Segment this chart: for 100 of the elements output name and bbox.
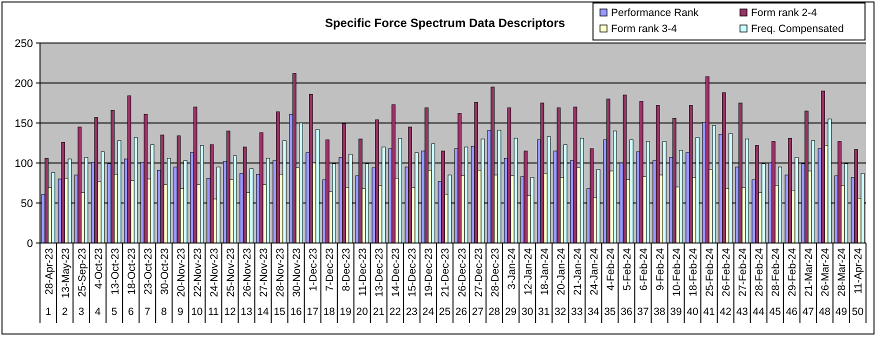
x-tick-label: 25-Feb-24: [704, 248, 716, 296]
text: 45: [769, 306, 782, 318]
x-tick-label: 13-May-23: [60, 248, 72, 298]
x-tick-label: 28-Dec-23: [489, 248, 502, 298]
y-tick-label: 50: [20, 198, 33, 210]
y-tick-label: 250: [14, 38, 33, 50]
text: 10: [191, 306, 203, 318]
text: 28: [488, 306, 500, 318]
text: 8: [160, 306, 167, 318]
x-tick-label: 5-Feb-24: [621, 248, 634, 291]
y-tick-label: 200: [14, 78, 33, 90]
x-tick-label: 6-Feb-24: [638, 248, 650, 291]
y-tick-label: 100: [14, 158, 33, 170]
text: 44: [752, 306, 765, 318]
text: 2: [62, 306, 68, 318]
text: 39: [670, 306, 682, 318]
x-tick-label: 25-Nov-23: [224, 248, 237, 298]
text: 24: [422, 306, 434, 318]
text: 17: [306, 306, 319, 318]
x-tick-label: 27-Feb-24: [737, 248, 750, 296]
x-tick-label: 26-Dec-23: [456, 248, 468, 298]
text: 12: [224, 306, 236, 318]
text: 19: [340, 306, 352, 318]
x-tick-label: 10-Feb-24: [671, 248, 684, 296]
text: 46: [786, 306, 798, 318]
x-tick-label: 27-Nov-23: [258, 248, 270, 298]
x-tick-label: 4-Oct-23: [92, 248, 105, 289]
text: 42: [720, 306, 732, 318]
text: 13: [240, 306, 252, 318]
x-tick-label: 13-Dec-23: [374, 248, 386, 298]
x-tick-label: 28-Feb-24: [770, 248, 782, 296]
x-tick-label: 7-Dec-23: [324, 248, 336, 292]
text: 5: [111, 306, 118, 318]
text: 11: [208, 306, 220, 318]
text: 43: [736, 306, 748, 318]
text: 47: [802, 306, 814, 318]
x-tick-label: 27-Dec-23: [472, 248, 485, 298]
x-tick-label: 30-Oct-23: [158, 248, 171, 295]
text: 21: [372, 306, 385, 318]
x-tick-label: 18-Oct-23: [126, 248, 138, 295]
text: 26: [455, 306, 468, 318]
x-tick-label: 21-Jan-24: [572, 248, 584, 296]
x-tick-label: 18-Jan-24: [538, 248, 551, 296]
text: 16: [290, 306, 302, 318]
x-tick-label: 9-Feb-24: [654, 248, 666, 291]
x-tick-label: 11-Dec-23: [357, 248, 370, 296]
x-tick-label: 28-Apr-23: [43, 248, 56, 295]
text: 20: [356, 306, 368, 318]
x-tick-label: 26-Nov-23: [242, 248, 254, 298]
text: 41: [703, 306, 716, 318]
legend-label: Form rank 3-4: [611, 23, 678, 36]
text: 31: [538, 306, 550, 318]
y-tick-label: 150: [14, 118, 33, 130]
text: 27: [472, 306, 484, 318]
text: 30: [521, 306, 534, 318]
legend-label: Freq. Compensated: [751, 23, 844, 36]
x-tick-label: 25-Sep-23: [76, 248, 88, 298]
x-tick-label: 14-Dec-23: [390, 248, 402, 298]
text: 35: [604, 306, 616, 318]
x-tick-label: 21-Dec-23: [440, 248, 452, 298]
x-tick-label: 23-Oct-23: [142, 248, 154, 295]
text: 29: [504, 306, 517, 318]
x-tick-label: 20-Nov-23: [175, 248, 188, 298]
text: 49: [835, 306, 848, 318]
text: 3: [78, 306, 84, 318]
text: 7: [144, 306, 150, 318]
x-tick-label: 1-Dec-23: [308, 248, 320, 292]
legend-label: Form rank 2-4: [751, 7, 818, 20]
text: 14: [257, 306, 270, 318]
x-tick-label: 15-Dec-23: [406, 248, 419, 298]
chart-title: Specific Force Spectrum Data Descriptors: [324, 16, 566, 30]
x-tick-label: 3-Jan-24: [506, 248, 518, 290]
text: 38: [654, 306, 666, 318]
x-tick-label: 19-Dec-23: [423, 248, 436, 298]
x-tick-label: 4-Feb-24: [604, 248, 617, 291]
y-tick-label: 0: [26, 238, 33, 250]
x-tick-label: 20-Jan-24: [555, 248, 568, 296]
x-tick-label: 26-Mar-24: [820, 248, 832, 296]
text: 18: [323, 306, 336, 318]
x-tick-label: 24-Jan-24: [588, 248, 600, 296]
x-tick-label: 12-Jan-24: [522, 248, 534, 296]
text: 9: [178, 306, 184, 318]
text: 40: [686, 306, 699, 318]
x-tick-label: 13-Oct-23: [109, 248, 122, 295]
text: 4: [94, 306, 101, 318]
x-tick-label: 28-Nov-23: [274, 248, 287, 298]
text: 1: [45, 306, 52, 318]
text: 36: [620, 306, 632, 318]
x-tick-label: 24-Nov-23: [208, 248, 220, 298]
text: 15: [274, 306, 286, 318]
x-tick-label: 11-Apr-24: [852, 248, 865, 294]
text: 34: [588, 306, 600, 318]
x-tick-label: 28-Mar-24: [836, 248, 848, 296]
text: 22: [389, 306, 402, 318]
text: 6: [128, 306, 134, 318]
x-tick-label: 8-Dec-23: [340, 248, 353, 292]
text: 37: [637, 306, 649, 318]
text: 33: [571, 306, 583, 318]
legend-label: Performance Rank: [611, 7, 700, 20]
x-tick-label: 22-Nov-23: [192, 248, 204, 298]
